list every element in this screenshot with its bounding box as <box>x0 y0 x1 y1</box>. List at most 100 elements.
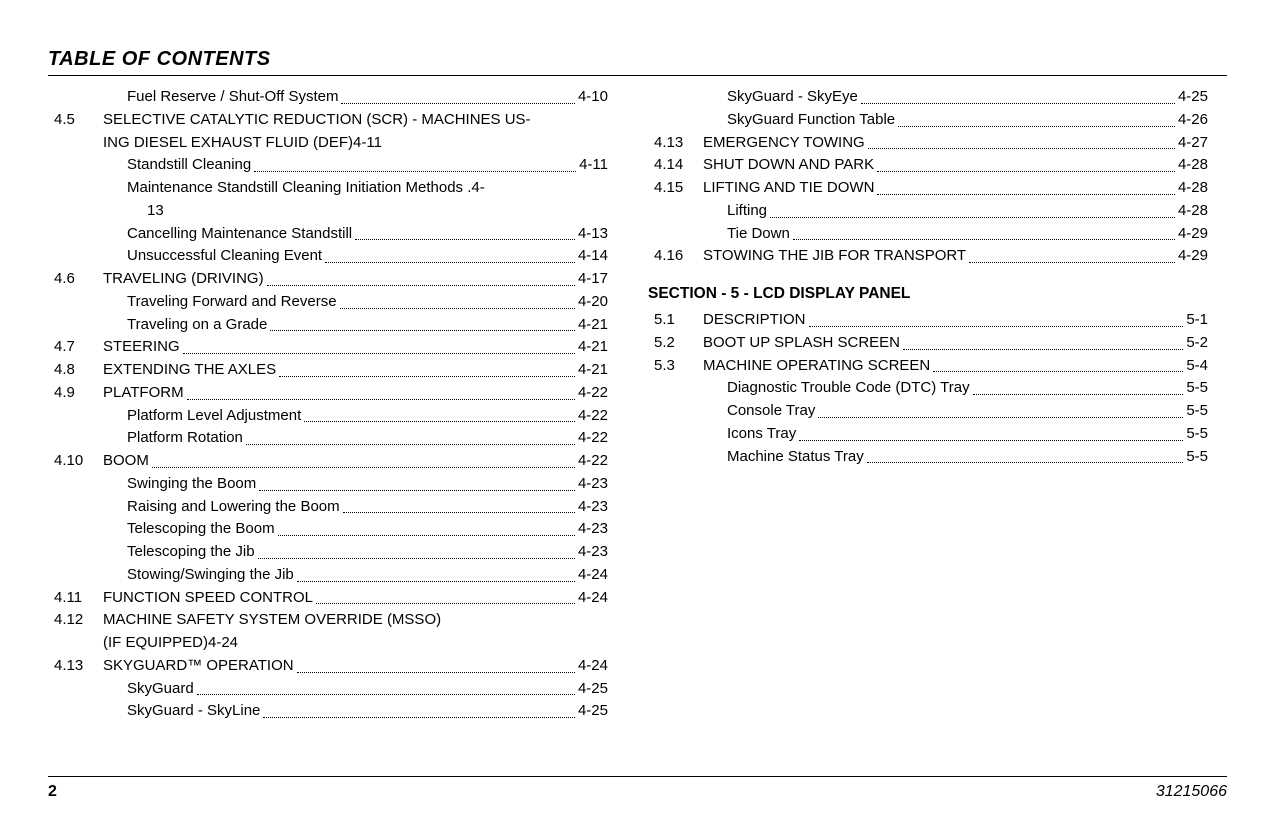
toc-leader-dots <box>809 326 1184 327</box>
toc-entry-page: 4-21 <box>578 314 608 336</box>
toc-entry-page: 5-1 <box>1186 309 1208 331</box>
toc-entry: Diagnostic Trouble Code (DTC) Tray 5-5 <box>648 377 1208 399</box>
toc-entry-text: ING DIESEL EXHAUST FLUID (DEF)4-11 <box>103 132 382 154</box>
toc-entry-text: DESCRIPTION <box>703 309 806 331</box>
toc-entry-text: Icons Tray <box>727 423 796 445</box>
toc-entry-text: Raising and Lowering the Boom <box>127 496 340 518</box>
toc-leader-dots <box>793 239 1175 240</box>
toc-entry-text: SkyGuard Function Table <box>727 109 895 131</box>
toc-leader-dots <box>818 417 1183 418</box>
toc-entry-text: EXTENDING THE AXLES <box>103 359 276 381</box>
toc-entry: 4.9PLATFORM 4-22 <box>48 382 608 404</box>
toc-entry-text: SkyGuard <box>127 678 194 700</box>
toc-leader-dots <box>973 394 1184 395</box>
toc-entry-text: FUNCTION SPEED CONTROL <box>103 587 313 609</box>
toc-entry-number: 4.12 <box>48 609 103 631</box>
toc-entry-page: 4-23 <box>578 473 608 495</box>
toc-entry-page: 4-24 <box>578 587 608 609</box>
toc-leader-dots <box>316 603 575 604</box>
toc-entry-page: 5-4 <box>1186 355 1208 377</box>
toc-entry-page: 4-22 <box>578 450 608 472</box>
toc-leader-dots <box>197 694 575 695</box>
toc-entry-page: 4-25 <box>1178 86 1208 108</box>
toc-entry-page: 4-29 <box>1178 245 1208 267</box>
toc-entry-page: 4-20 <box>578 291 608 313</box>
toc-leader-dots <box>903 349 1183 350</box>
toc-entry-text: PLATFORM <box>103 382 184 404</box>
toc-entry: (IF EQUIPPED)4-24 <box>48 632 608 654</box>
toc-entry: ING DIESEL EXHAUST FLUID (DEF)4-11 <box>48 132 608 154</box>
toc-entry-text: Maintenance Standstill Cleaning Initiati… <box>127 177 471 199</box>
toc-entry-text: Telescoping the Jib <box>127 541 255 563</box>
toc-columns: Fuel Reserve / Shut-Off System 4-104.5SE… <box>48 86 1227 723</box>
toc-leader-dots <box>341 103 575 104</box>
toc-entry: Icons Tray 5-5 <box>648 423 1208 445</box>
toc-leader-dots <box>355 239 575 240</box>
toc-entry-page: 4-23 <box>578 496 608 518</box>
toc-leader-dots <box>278 535 575 536</box>
toc-entry: 4.7STEERING 4-21 <box>48 336 608 358</box>
toc-entry-page: 4-24 <box>578 655 608 677</box>
toc-entry-page: 4-21 <box>578 359 608 381</box>
toc-entry: Lifting 4-28 <box>648 200 1208 222</box>
toc-leader-dots <box>969 262 1175 263</box>
toc-entry-page: 4-22 <box>578 382 608 404</box>
toc-entry: 4.11FUNCTION SPEED CONTROL 4-24 <box>48 587 608 609</box>
toc-entry: SkyGuard - SkyEye 4-25 <box>648 86 1208 108</box>
toc-entry-page: 4-22 <box>578 405 608 427</box>
toc-entry: 4.13SKYGUARD™ OPERATION 4-24 <box>48 655 608 677</box>
toc-entry: 5.1DESCRIPTION 5-1 <box>648 309 1208 331</box>
toc-entry: 4.15LIFTING AND TIE DOWN 4-28 <box>648 177 1208 199</box>
page-number: 2 <box>48 783 57 801</box>
toc-entry: Standstill Cleaning 4-11 <box>48 154 608 176</box>
toc-entry-text: SkyGuard - SkyEye <box>727 86 858 108</box>
toc-entry-page: 4-23 <box>578 541 608 563</box>
toc-entry: 4.6TRAVELING (DRIVING) 4-17 <box>48 268 608 290</box>
toc-leader-dots <box>867 462 1184 463</box>
toc-entry-page: 4-14 <box>578 245 608 267</box>
toc-leader-dots <box>297 672 575 673</box>
toc-entry-page: 4-29 <box>1178 223 1208 245</box>
toc-entry: 4.13EMERGENCY TOWING 4-27 <box>648 132 1208 154</box>
toc-entry: 4.14SHUT DOWN AND PARK 4-28 <box>648 154 1208 176</box>
toc-entry: 4.16STOWING THE JIB FOR TRANSPORT 4-29 <box>648 245 1208 267</box>
toc-entry-number: 4.7 <box>48 336 103 358</box>
page-footer: 2 31215066 <box>48 776 1227 801</box>
toc-leader-dots <box>297 581 575 582</box>
toc-entry-page: 4-25 <box>578 678 608 700</box>
toc-entry-text: STEERING <box>103 336 180 358</box>
toc-entry-page: 5-5 <box>1186 400 1208 422</box>
toc-entry-page: 4- <box>471 177 484 199</box>
toc-entry-page: 5-2 <box>1186 332 1208 354</box>
toc-entry-page: 4-13 <box>578 223 608 245</box>
toc-entry-text: Diagnostic Trouble Code (DTC) Tray <box>727 377 970 399</box>
toc-leader-dots <box>263 717 575 718</box>
toc-entry-text: SHUT DOWN AND PARK <box>703 154 874 176</box>
toc-entry-text: EMERGENCY TOWING <box>703 132 865 154</box>
toc-entry: Swinging the Boom 4-23 <box>48 473 608 495</box>
toc-entry: Traveling Forward and Reverse 4-20 <box>48 291 608 313</box>
toc-entry-text: Telescoping the Boom <box>127 518 275 540</box>
toc-entry-text: Standstill Cleaning <box>127 154 251 176</box>
toc-entry-page: 4-17 <box>578 268 608 290</box>
toc-entry-number: 5.1 <box>648 309 703 331</box>
toc-leader-dots <box>933 371 1183 372</box>
toc-entry-number: 4.14 <box>648 154 703 176</box>
toc-entry-page: 4-21 <box>578 336 608 358</box>
toc-entry: Machine Status Tray 5-5 <box>648 446 1208 468</box>
toc-entry-text: TRAVELING (DRIVING) <box>103 268 264 290</box>
toc-entry-page: 4-28 <box>1178 200 1208 222</box>
toc-entry-text: Machine Status Tray <box>727 446 864 468</box>
toc-entry: Raising and Lowering the Boom 4-23 <box>48 496 608 518</box>
toc-leader-dots <box>304 421 575 422</box>
toc-leader-dots <box>246 444 575 445</box>
toc-entry-page: 4-23 <box>578 518 608 540</box>
toc-entry-text: BOOM <box>103 450 149 472</box>
toc-entry-number: 4.6 <box>48 268 103 290</box>
toc-entry: SkyGuard - SkyLine 4-25 <box>48 700 608 722</box>
toc-entry-text: Console Tray <box>727 400 815 422</box>
toc-column-left: Fuel Reserve / Shut-Off System 4-104.5SE… <box>48 86 608 723</box>
toc-entry-page: 4-28 <box>1178 177 1208 199</box>
toc-entry-page: 4-22 <box>578 427 608 449</box>
toc-leader-dots <box>770 217 1175 218</box>
